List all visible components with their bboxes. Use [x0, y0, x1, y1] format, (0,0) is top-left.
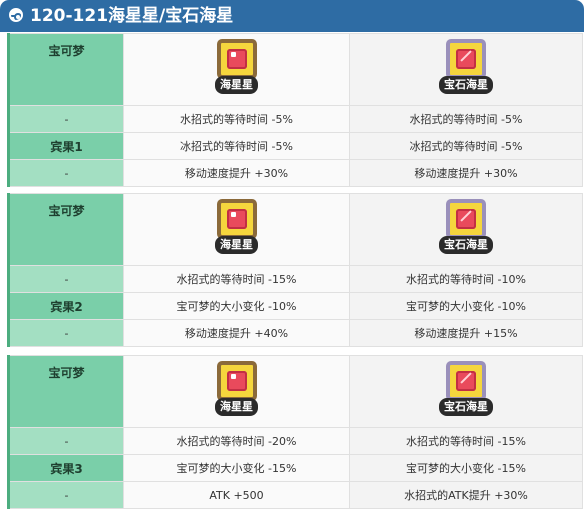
pokemon-label: 宝可梦: [7, 355, 124, 428]
row-label: -: [7, 265, 124, 293]
pokemon-name: 宝石海星: [439, 76, 493, 94]
bonus-value: 水招式的ATK提升 +30%: [349, 481, 583, 509]
bonus-value: ATK +500: [123, 481, 350, 509]
table-row: - 水招式的等待时间 -15% 水招式的等待时间 -10%: [7, 265, 583, 293]
table-row: 宾果3 宝可梦的大小变化 -15% 宝可梦的大小变化 -15%: [7, 454, 583, 482]
staryu-icon: [216, 361, 257, 401]
bingo-table-3: 宝可梦 海星星 宝石海星 - 水招式的等待时间 -20% 水招式的等待时间 -1…: [7, 355, 583, 509]
pokemon-cell-starmie: 宝石海星: [349, 33, 583, 106]
pokemon-cell-staryu: 海星星: [123, 355, 350, 428]
row-label: -: [7, 427, 124, 455]
pokemon-cell-staryu: 海星星: [123, 193, 350, 266]
starmie-icon: [446, 361, 486, 401]
bonus-value: 水招式的等待时间 -15%: [123, 265, 350, 293]
staryu-icon: [216, 39, 257, 79]
table-row: - 移动速度提升 +30% 移动速度提升 +30%: [7, 159, 583, 187]
starmie-icon: [446, 39, 486, 79]
pokemon-label: 宝可梦: [7, 33, 124, 106]
table-row: 宾果2 宝可梦的大小变化 -10% 宝可梦的大小变化 -10%: [7, 292, 583, 320]
bonus-value: 宝可梦的大小变化 -10%: [349, 292, 583, 320]
pokemon-label: 宝可梦: [7, 193, 124, 266]
pokemon-cell-staryu: 海星星: [123, 33, 350, 106]
bonus-value: 移动速度提升 +30%: [123, 159, 350, 187]
pokemon-name: 海星星: [215, 236, 258, 254]
row-label: -: [7, 319, 124, 347]
row-label: 宾果2: [7, 292, 124, 320]
bonus-value: 宝可梦的大小变化 -15%: [349, 454, 583, 482]
bonus-value: 移动速度提升 +15%: [349, 319, 583, 347]
staryu-icon: [216, 199, 257, 239]
starmie-icon: [446, 199, 486, 239]
table-row: - 水招式的等待时间 -20% 水招式的等待时间 -15%: [7, 427, 583, 455]
pokemon-cell-starmie: 宝石海星: [349, 355, 583, 428]
bonus-value: 移动速度提升 +30%: [349, 159, 583, 187]
bonus-value: 冰招式的等待时间 -5%: [123, 132, 350, 160]
table-row: - ATK +500 水招式的ATK提升 +30%: [7, 481, 583, 509]
bonus-value: 宝可梦的大小变化 -15%: [123, 454, 350, 482]
row-label: 宾果3: [7, 454, 124, 482]
bonus-value: 水招式的等待时间 -5%: [123, 105, 350, 133]
pokeball-icon: [9, 8, 23, 22]
pokemon-name: 海星星: [215, 76, 258, 94]
bonus-value: 冰招式的等待时间 -5%: [349, 132, 583, 160]
table-row: 宾果1 冰招式的等待时间 -5% 冰招式的等待时间 -5%: [7, 132, 583, 160]
bonus-value: 移动速度提升 +40%: [123, 319, 350, 347]
pokemon-name: 宝石海星: [439, 398, 493, 416]
bingo-table-2: 宝可梦 海星星 宝石海星 - 水招式的等待时间 -15% 水招式的等待时间 -1…: [7, 193, 583, 347]
table-row: - 水招式的等待时间 -5% 水招式的等待时间 -5%: [7, 105, 583, 133]
row-label: -: [7, 481, 124, 509]
pokemon-name: 海星星: [215, 398, 258, 416]
table-row: - 移动速度提升 +40% 移动速度提升 +15%: [7, 319, 583, 347]
section-header: 120-121海星星/宝石海星: [0, 0, 584, 32]
bonus-value: 水招式的等待时间 -15%: [349, 427, 583, 455]
row-label: -: [7, 105, 124, 133]
bonus-value: 宝可梦的大小变化 -10%: [123, 292, 350, 320]
row-label: 宾果1: [7, 132, 124, 160]
bonus-value: 水招式的等待时间 -20%: [123, 427, 350, 455]
row-label: -: [7, 159, 124, 187]
section-title: 120-121海星星/宝石海星: [30, 6, 234, 26]
bonus-value: 水招式的等待时间 -5%: [349, 105, 583, 133]
bingo-table-1: 宝可梦 海星星 宝石海星 - 水招式的等待时间 -5% 水招式的等待时间 -5%…: [7, 33, 583, 187]
pokemon-name: 宝石海星: [439, 236, 493, 254]
pokemon-cell-starmie: 宝石海星: [349, 193, 583, 266]
bonus-value: 水招式的等待时间 -10%: [349, 265, 583, 293]
